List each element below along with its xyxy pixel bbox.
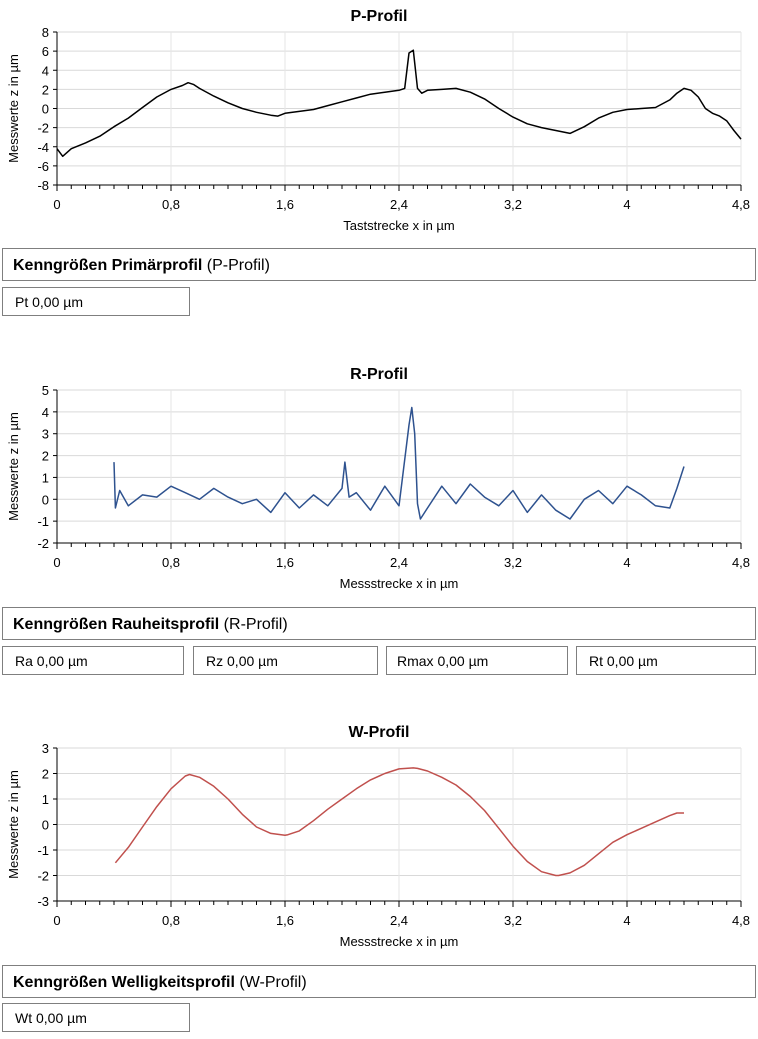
param-value: 0,00: [437, 653, 465, 669]
param-label: Wt: [15, 1010, 33, 1026]
x-tick-label: 3,2: [504, 197, 522, 212]
y-tick-label: 5: [42, 383, 49, 398]
y-tick-label: -2: [37, 536, 49, 551]
y-tick-label: 0: [42, 492, 49, 507]
x-tick-label: 2,4: [390, 555, 408, 570]
y-tick-label: 1: [42, 792, 49, 807]
y-tick-label: -2: [37, 121, 49, 136]
param-box-pt: Pt 0,00 µm: [2, 287, 190, 316]
series-line: [56, 49, 742, 158]
param-unit: µm: [468, 653, 489, 669]
w-profil-chart: W-Profil 3 2 1 0 -1 -2 -3 0 0,8 1,6 2,4 3,2 4 4,8 Messs…: [0, 716, 758, 956]
x-tick-label: 0: [53, 197, 60, 212]
y-tick-label: 8: [42, 25, 49, 40]
y-tick-label: 3: [42, 427, 49, 442]
param-unit: µm: [67, 653, 88, 669]
x-tick-label: 4,8: [732, 197, 750, 212]
param-value: 0,00: [36, 653, 65, 669]
x-axis-label: Messstrecke x in µm: [340, 576, 459, 591]
y-tick-label: 6: [42, 44, 49, 59]
x-tick-label: 3,2: [504, 555, 522, 570]
param-box-rt: Rt 0,00 µm: [576, 646, 756, 675]
param-unit: µm: [63, 294, 83, 310]
p-profil-plot: P-Profil 8 6 4 2 0 -2 -4 -6 -8 0 0,8 1,6 2,4 3,2 4 4,8 Ta…: [6, 8, 750, 233]
section-header-w-bold: Kenngrößen Welligkeitsprofil: [13, 974, 235, 991]
y-axis-label: Messwerte z in µm: [6, 54, 21, 163]
series-line: [114, 767, 684, 877]
x-tick-label: 2,4: [390, 197, 408, 212]
x-tick-label: 4: [623, 197, 630, 212]
param-value: 0,00: [36, 1010, 64, 1026]
x-tick-label: 2,4: [390, 913, 408, 928]
param-box-rmax: Rmax 0,00 µm: [386, 646, 568, 675]
x-tick-label: 1,6: [276, 555, 294, 570]
param-label: Rz: [206, 653, 224, 669]
section-header-p-rest: (P-Profil): [202, 257, 270, 274]
param-unit: µm: [638, 653, 658, 669]
x-tick-label: 4: [623, 555, 630, 570]
x-tick-label: 4: [623, 913, 630, 928]
x-tick-label: 0,8: [162, 913, 180, 928]
y-tick-label: -1: [37, 843, 49, 858]
r-profil-chart: R-Profil 5 4 3 2 1 0 -1 -2 0 0,8 1,6 2,4 3,2 4 4,8 Messs…: [0, 358, 758, 598]
param-label: Rt: [589, 653, 603, 669]
param-value: 0,00: [227, 653, 255, 669]
y-axis-label: Messwerte z in µm: [6, 770, 21, 879]
y-tick-label: -8: [37, 178, 49, 193]
y-tick-label: 2: [42, 767, 49, 782]
y-tick-label: -1: [37, 514, 49, 529]
y-tick-label: 4: [42, 405, 49, 420]
param-box-wt: Wt 0,00 µm: [2, 1003, 190, 1032]
y-tick-label: -2: [37, 869, 49, 884]
y-tick-label: 1: [42, 470, 49, 485]
section-header-p: Kenngrößen Primärprofil (P-Profil): [2, 248, 756, 281]
x-tick-label: 4,8: [732, 555, 750, 570]
x-tick-label: 0,8: [162, 197, 180, 212]
param-unit: µm: [258, 653, 278, 669]
section-header-w-rest: (W-Profil): [234, 974, 307, 991]
section-header-w: Kenngrößen Welligkeitsprofil (W-Profil): [2, 965, 756, 998]
param-value: 0,00: [32, 294, 60, 310]
section-header-r: Kenngrößen Rauheitsprofil (R-Profil): [2, 607, 756, 640]
param-unit: µm: [67, 1010, 87, 1026]
y-tick-label: 2: [42, 449, 49, 464]
param-label: Rmax: [397, 653, 434, 669]
p-profil-chart: P-Profil 8 6 4 2 0 -2 -4 -6 -8 0 0,8 1,6 2,4 3,2 4 4,8 Ta…: [0, 0, 758, 240]
series-line: [113, 406, 685, 520]
y-tick-label: 0: [42, 818, 49, 833]
y-axis-label: Messwerte z in µm: [6, 412, 21, 521]
x-tick-label: 0: [53, 555, 60, 570]
section-header-p-bold: Kenngrößen Primärprofil: [13, 257, 203, 274]
chart-title: P-Profil: [351, 8, 408, 25]
param-box-ra: Ra 0,00 µm: [2, 646, 184, 675]
x-axis-label: Taststrecke x in µm: [343, 218, 455, 233]
x-tick-label: 0: [53, 913, 60, 928]
chart-title: W-Profil: [349, 724, 410, 741]
x-tick-label: 1,6: [276, 197, 294, 212]
y-tick-label: 4: [42, 63, 49, 78]
r-profil-plot: R-Profil 5 4 3 2 1 0 -1 -2 0 0,8 1,6 2,4 3,2 4 4,8 Messs…: [6, 366, 750, 591]
chart-title: R-Profil: [350, 366, 408, 383]
x-tick-label: 3,2: [504, 913, 522, 928]
y-tick-label: 3: [42, 741, 49, 756]
param-value: 0,00: [606, 653, 635, 669]
x-tick-label: 1,6: [276, 913, 294, 928]
w-profil-plot: W-Profil 3 2 1 0 -1 -2 -3 0 0,8 1,6 2,4 3,2 4 4,8 Messs…: [6, 724, 750, 949]
param-label: Pt: [15, 294, 29, 310]
x-tick-label: 0,8: [162, 555, 180, 570]
y-tick-label: -4: [37, 140, 49, 155]
param-label: Ra: [15, 653, 33, 669]
y-tick-label: -3: [37, 894, 49, 909]
y-tick-label: 0: [42, 102, 49, 117]
y-tick-label: -6: [37, 159, 49, 174]
x-axis-label: Messstrecke x in µm: [340, 934, 459, 949]
x-tick-label: 4,8: [732, 913, 750, 928]
section-header-r-rest: (R-Profil): [219, 616, 288, 633]
y-tick-label: 2: [42, 82, 49, 97]
param-box-rz: Rz 0,00 µm: [193, 646, 378, 675]
section-header-r-bold: Kenngrößen Rauheitsprofil: [13, 616, 220, 633]
